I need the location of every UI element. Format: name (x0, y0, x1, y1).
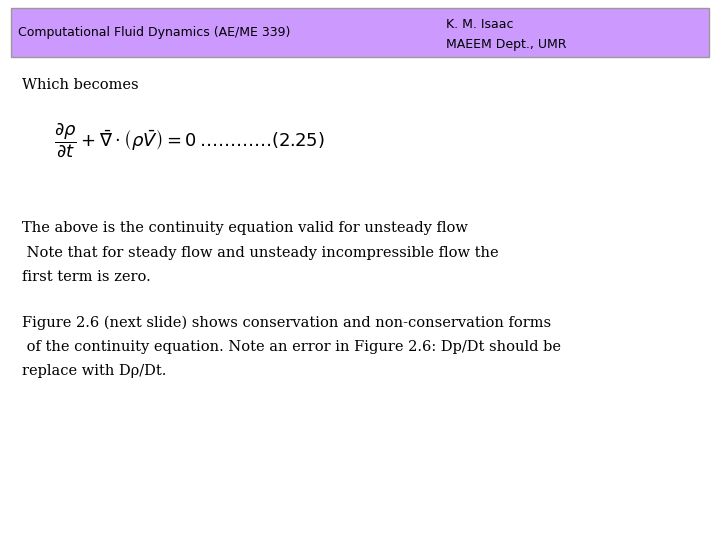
Text: Which becomes: Which becomes (22, 78, 138, 92)
Text: MAEEM Dept., UMR: MAEEM Dept., UMR (446, 38, 567, 51)
Text: $\dfrac{\partial \rho}{\partial t} + \bar{\nabla} \cdot \left(\rho \bar{V}\right: $\dfrac{\partial \rho}{\partial t} + \ba… (54, 122, 325, 159)
Text: Note that for steady flow and unsteady incompressible flow the: Note that for steady flow and unsteady i… (22, 246, 498, 260)
Text: Figure 2.6 (next slide) shows conservation and non-conservation forms: Figure 2.6 (next slide) shows conservati… (22, 316, 551, 330)
FancyBboxPatch shape (11, 8, 709, 57)
Text: K. M. Isaac: K. M. Isaac (446, 18, 514, 31)
Text: The above is the continuity equation valid for unsteady flow: The above is the continuity equation val… (22, 221, 467, 235)
Text: of the continuity equation. Note an error in Figure 2.6: Dp/Dt should be: of the continuity equation. Note an erro… (22, 340, 561, 354)
Text: Computational Fluid Dynamics (AE/ME 339): Computational Fluid Dynamics (AE/ME 339) (18, 26, 290, 39)
Text: replace with Dρ/Dt.: replace with Dρ/Dt. (22, 364, 166, 379)
Text: first term is zero.: first term is zero. (22, 270, 150, 284)
